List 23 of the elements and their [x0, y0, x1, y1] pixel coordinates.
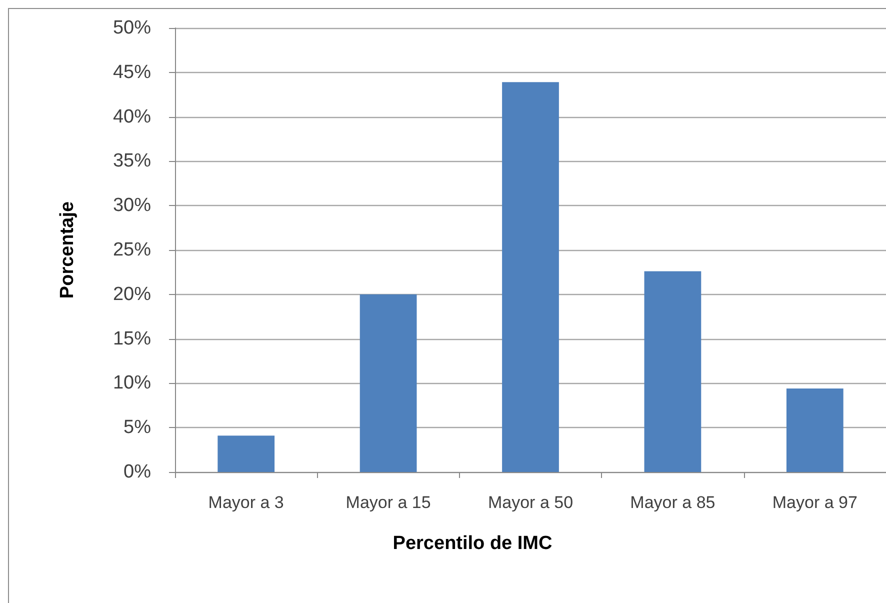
y-tick-label: 30% [112, 195, 152, 216]
y-tick-label: 5% [124, 417, 152, 438]
y-tick-label: 15% [112, 328, 152, 350]
y-tick-label: 0% [124, 462, 152, 482]
y-tick-label: 25% [112, 240, 152, 260]
y-tick-label: 10% [112, 372, 152, 394]
x-axis-title: Percentilo de IMC [392, 533, 552, 554]
y-tick-label: 40% [112, 106, 152, 128]
y-tick-label: 45% [112, 62, 152, 83]
x-tick-label: Mayor a 97 [772, 493, 858, 512]
x-tick-label: Mayor a 50 [488, 493, 574, 512]
x-tick-label: Mayor a 85 [630, 493, 716, 512]
x-tick-label: Mayor a 15 [346, 493, 431, 512]
bar [502, 82, 559, 472]
bar [360, 294, 417, 472]
y-tick-label: 50% [112, 18, 152, 38]
bar [786, 388, 844, 472]
x-tick-label: Mayor a 3 [208, 493, 284, 512]
bar [644, 271, 702, 472]
y-tick-label: 20% [112, 284, 152, 305]
y-axis-title: Porcentaje [57, 201, 78, 299]
y-tick-label: 35% [112, 150, 152, 172]
bar [218, 436, 275, 472]
